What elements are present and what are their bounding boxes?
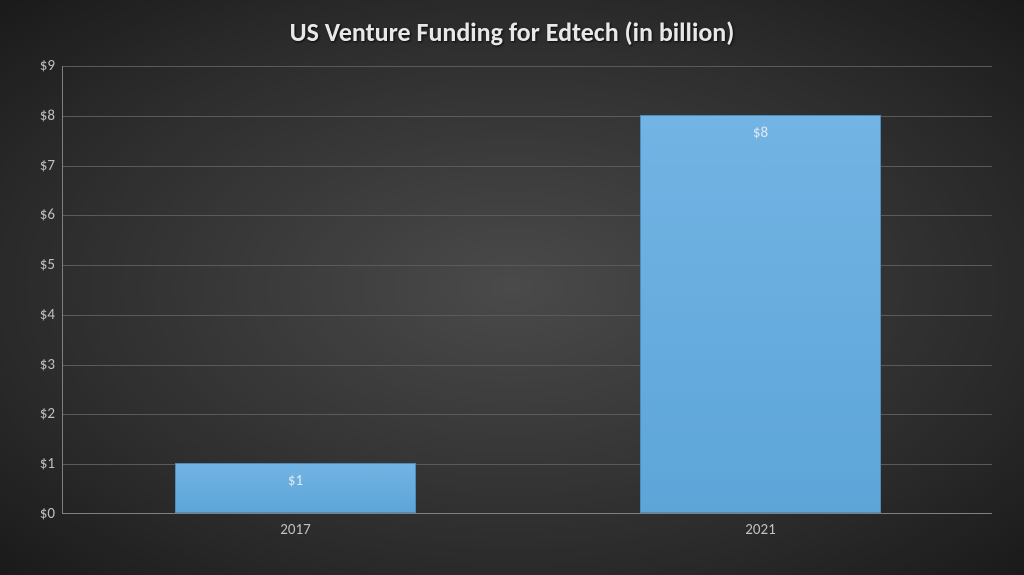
y-tick-label: $1 bbox=[40, 455, 63, 473]
grid-line bbox=[63, 66, 992, 67]
bar-value-label: $8 bbox=[753, 124, 768, 142]
y-tick-label: $2 bbox=[40, 405, 63, 423]
y-tick-label: $0 bbox=[40, 505, 63, 523]
y-tick-label: $7 bbox=[40, 157, 63, 175]
bar-value-label: $1 bbox=[288, 472, 303, 490]
y-tick-label: $3 bbox=[40, 356, 63, 374]
y-tick-label: $8 bbox=[40, 107, 63, 125]
x-tick-label: 2017 bbox=[280, 513, 310, 539]
bar: $8 bbox=[640, 115, 882, 513]
bar: $1 bbox=[175, 463, 417, 513]
plot-area: $0$1$2$3$4$5$6$7$8$9$12017$82021 bbox=[62, 66, 992, 514]
x-tick-label: 2021 bbox=[745, 513, 775, 539]
y-tick-label: $9 bbox=[40, 57, 63, 75]
y-tick-label: $6 bbox=[40, 206, 63, 224]
y-tick-label: $4 bbox=[40, 306, 63, 324]
chart-title: US Venture Funding for Edtech (in billio… bbox=[0, 16, 1024, 48]
y-tick-label: $5 bbox=[40, 256, 63, 274]
